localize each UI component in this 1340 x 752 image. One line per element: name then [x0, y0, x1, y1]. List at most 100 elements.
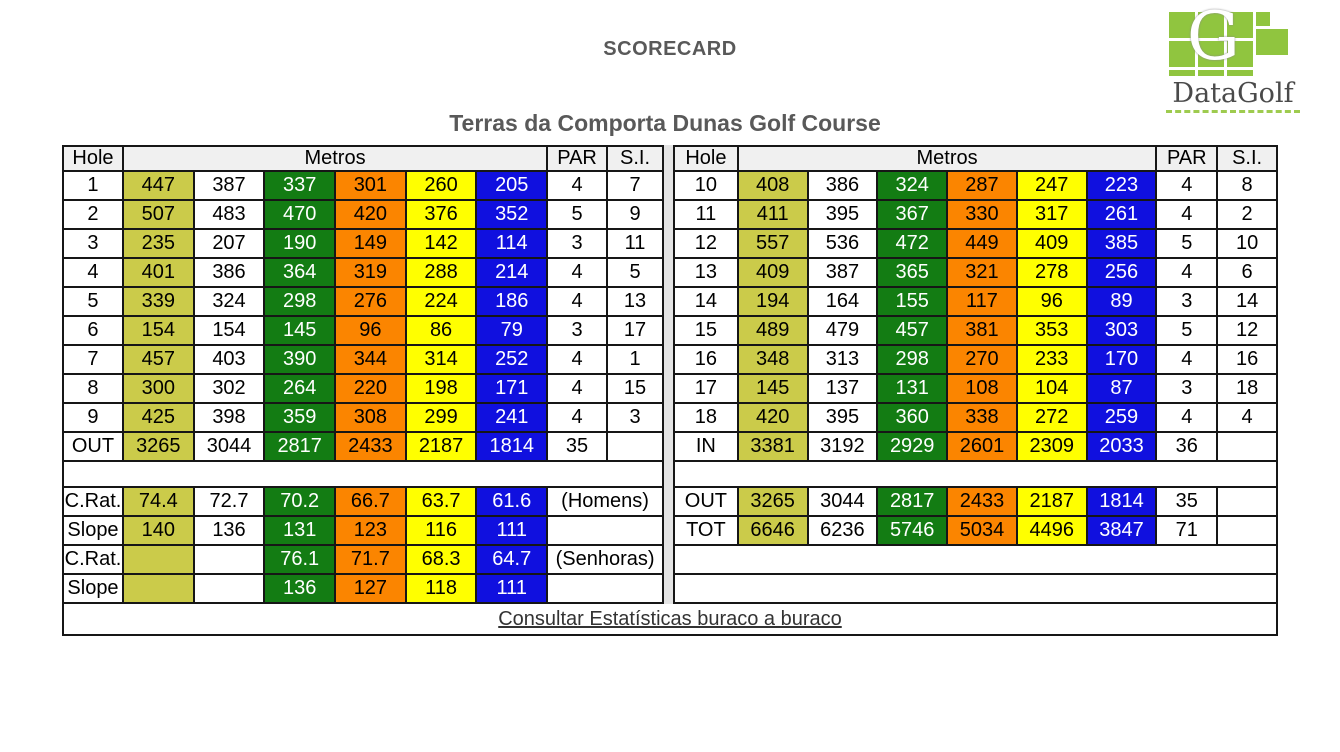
value-cell: 70.2	[263, 486, 337, 517]
metros-cell: 401	[121, 257, 195, 288]
hole-row: 10 408 386 324 287 247 223 4 8	[672, 170, 1278, 201]
metros-cell: 214	[475, 257, 549, 288]
par-cell: 36	[1155, 431, 1219, 462]
empty-row	[672, 573, 1279, 604]
metros-cell: 207	[192, 228, 266, 259]
metros-cell: 149	[334, 228, 407, 259]
metros-cell: 171	[475, 373, 549, 404]
si-cell: 10	[1216, 228, 1278, 259]
si-header: S.I.	[605, 145, 665, 172]
metros-cell: 170	[1085, 344, 1158, 375]
hole-cell: 1	[62, 170, 124, 201]
value-cell: 116	[404, 515, 478, 546]
hole-row: 18 420 395 360 338 272 259 4 4	[672, 402, 1278, 433]
row-label-cell: OUT	[672, 486, 739, 517]
metros-cell: 344	[334, 344, 407, 375]
value-cell: 74.4	[121, 486, 195, 517]
par-cell: 35	[546, 431, 608, 462]
hole-row: 17 145 137 131 108 104 87 3 18	[672, 373, 1278, 404]
logo-wordmark: DataGolf	[1166, 78, 1300, 113]
par-cell: 5	[546, 199, 608, 230]
hole-row: 16 348 313 298 270 233 170 4 16	[672, 344, 1278, 375]
metros-header: Metros	[121, 145, 549, 172]
value-cell	[192, 544, 266, 575]
si-cell: 11	[605, 228, 665, 259]
metros-cell: 299	[404, 402, 478, 433]
metros-cell: 142	[404, 228, 478, 259]
hole-cell: OUT	[62, 431, 124, 462]
metros-cell: 425	[121, 402, 195, 433]
front-nine-table: Hole Metros PAR S.I. 1 447 387 337 301 260 205 4 7 2 5…	[61, 145, 665, 604]
rating-row: Slope 140 136 131 123 116 111	[62, 515, 665, 546]
metros-cell: 324	[192, 286, 266, 317]
hole-cell: 16	[672, 344, 739, 375]
metros-cell: 2187	[404, 431, 478, 462]
value-cell: 63.7	[404, 486, 478, 517]
metros-cell: 337	[263, 170, 337, 201]
si-cell: 2	[1216, 199, 1278, 230]
metros-cell: 260	[404, 170, 478, 201]
metros-cell: 319	[334, 257, 407, 288]
par-cell: 5	[1155, 228, 1219, 259]
metros-cell: 298	[263, 286, 337, 317]
par-cell: 3	[1155, 286, 1219, 317]
metros-cell: 79	[475, 315, 549, 346]
par-cell: 4	[546, 402, 608, 433]
metros-cell: 137	[806, 373, 879, 404]
value-cell: 71.7	[334, 544, 407, 575]
note-cell: (Homens)	[546, 486, 665, 517]
par-header: PAR	[1155, 145, 1219, 172]
value-cell	[121, 573, 195, 604]
value-cell: 1814	[1085, 486, 1158, 517]
value-cell: 5746	[876, 515, 949, 546]
metros-cell: 3044	[192, 431, 266, 462]
back-nine-table: Hole Metros PAR S.I. 10 408 386 324 287 247 223 4 8 1…	[672, 145, 1279, 604]
hole-cell: 2	[62, 199, 124, 230]
si-cell	[1216, 515, 1278, 546]
value-cell: 5034	[946, 515, 1018, 546]
hole-header: Hole	[62, 145, 124, 172]
metros-header: Metros	[736, 145, 1158, 172]
metros-cell: 220	[334, 373, 407, 404]
metros-cell: 395	[806, 402, 879, 433]
metros-cell: 472	[876, 228, 949, 259]
value-cell: 118	[404, 573, 478, 604]
metros-cell: 507	[121, 199, 195, 230]
hole-row: 11 411 395 367 330 317 261 4 2	[672, 199, 1278, 230]
metros-cell: 96	[1015, 286, 1088, 317]
metros-cell: 420	[736, 402, 809, 433]
hole-row: IN 3381 3192 2929 2601 2309 2033 36	[672, 431, 1278, 462]
metros-cell: 270	[946, 344, 1018, 375]
metros-cell: 330	[946, 199, 1018, 230]
metros-cell: 302	[192, 373, 266, 404]
metros-cell: 114	[475, 228, 549, 259]
hole-cell: 18	[672, 402, 739, 433]
datagolf-logo[interactable]: G DataGolf	[1166, 0, 1300, 113]
hole-row: 7 457 403 390 344 314 252 4 1	[62, 344, 665, 375]
metros-cell: 154	[121, 315, 195, 346]
hole-row: 2 507 483 470 420 376 352 5 9	[62, 199, 665, 230]
value-cell: 4496	[1015, 515, 1088, 546]
row-label-cell: C.Rat.	[62, 544, 124, 575]
row-label-cell: C.Rat.	[62, 486, 124, 517]
hole-cell: 7	[62, 344, 124, 375]
metros-cell: 449	[946, 228, 1018, 259]
metros-cell: 190	[263, 228, 337, 259]
stats-link[interactable]: Consultar Estatísticas buraco a buraco	[498, 607, 842, 630]
metros-cell: 348	[736, 344, 809, 375]
metros-cell: 470	[263, 199, 337, 230]
value-cell: 2187	[1015, 486, 1088, 517]
scorecard-tables: Hole Metros PAR S.I. 1 447 387 337 301 260 205 4 7 2 5…	[61, 145, 1279, 604]
metros-cell: 241	[475, 402, 549, 433]
hole-row: 4 401 386 364 319 288 214 4 5	[62, 257, 665, 288]
hole-cell: 11	[672, 199, 739, 230]
metros-cell: 198	[404, 373, 478, 404]
metros-cell: 154	[192, 315, 266, 346]
metros-cell: 117	[946, 286, 1018, 317]
metros-cell: 3381	[736, 431, 809, 462]
metros-cell: 233	[1015, 344, 1088, 375]
metros-cell: 381	[946, 315, 1018, 346]
row-label-cell: TOT	[672, 515, 739, 546]
metros-cell: 272	[1015, 402, 1088, 433]
metros-cell: 390	[263, 344, 337, 375]
